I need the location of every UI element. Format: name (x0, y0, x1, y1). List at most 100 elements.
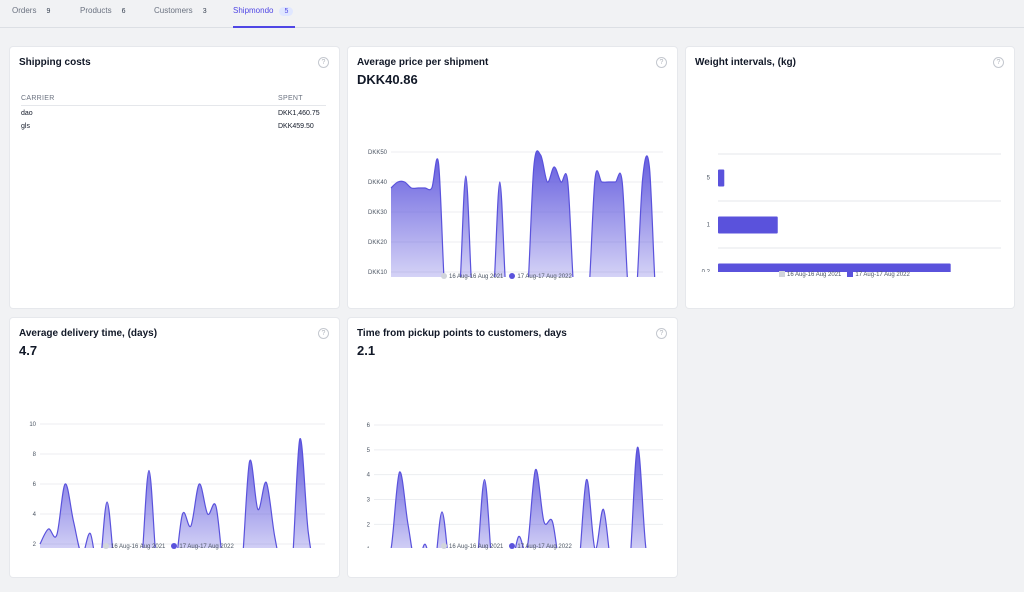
legend-label: 17 Aug-17 Aug 2022 (855, 271, 910, 278)
y-tick-label: DKK50 (368, 150, 388, 156)
bar[interactable] (718, 216, 778, 234)
y-tick-label: 4 (33, 512, 37, 518)
card-title: Average price per shipment (357, 57, 489, 68)
tab-label: Customers (154, 6, 193, 15)
column-header-carrier: CARRIER (21, 91, 278, 106)
avg-price-value: DKK40.86 (357, 72, 418, 87)
spent-cell: DKK1,460.75 (278, 110, 320, 117)
help-icon[interactable]: ? (993, 57, 1004, 68)
series-area (391, 447, 646, 548)
legend-marker (171, 543, 178, 549)
y-tick-label: 5 (367, 448, 371, 454)
y-tick-label: 6 (33, 482, 37, 488)
y-tick-label: 0.2 (702, 270, 711, 273)
weight-card: Weight intervals, (kg) ? 510.20918273645… (686, 47, 1014, 308)
weight-chart: 510.20918273645 (702, 153, 1001, 273)
carrier-cell: dao (21, 110, 33, 117)
carrier-table: CARRIER SPENT dao DKK1,460.75 gls DKK459… (21, 91, 326, 132)
legend-item-previous[interactable]: 16 Aug-16 Aug 2021 (103, 543, 166, 550)
delivery-card: Average delivery time, (days) ? 4.7 0246… (10, 318, 339, 577)
y-tick-label: DKK20 (368, 240, 388, 246)
tab-label: Orders (12, 6, 37, 15)
help-icon[interactable]: ? (656, 328, 667, 339)
pickup-value: 2.1 (357, 343, 376, 358)
bar[interactable] (718, 169, 725, 187)
y-tick-label: 2 (367, 522, 371, 528)
tab-products[interactable]: Products 6 (80, 0, 125, 26)
avg-price-chart: DKK0DKK10DKK20DKK30DKK40DKK50Sep '21Nov … (368, 150, 663, 277)
y-tick-label: 3 (367, 498, 371, 504)
card-title: Weight intervals, (kg) (695, 57, 796, 68)
chart-legend: 16 Aug-16 Aug 2021 17 Aug-17 Aug 2022 (441, 543, 578, 550)
y-tick-label: DKK40 (368, 180, 388, 186)
legend-label: 17 Aug-17 Aug 2022 (179, 543, 234, 550)
legend-marker (847, 271, 854, 277)
series-area (40, 438, 311, 548)
legend-label: 16 Aug-16 Aug 2021 (449, 543, 504, 550)
help-icon[interactable]: ? (318, 57, 329, 68)
card-title: Average delivery time, (days) (19, 328, 158, 339)
tab-label: Shipmondo (233, 6, 274, 15)
y-tick-label: 4 (367, 473, 371, 479)
help-icon[interactable]: ? (318, 328, 329, 339)
pickup-chart: 0123456Sep '21Nov '212022Mar '22May '22J… (367, 423, 663, 548)
legend-marker (103, 543, 109, 549)
column-header-spent: SPENT (278, 91, 326, 106)
y-tick-label: DKK10 (368, 270, 388, 276)
spent-cell: DKK459.50 (278, 123, 314, 130)
chart-legend: 16 Aug-16 Aug 2021 17 Aug-17 Aug 2022 (441, 273, 578, 280)
delivery-value: 4.7 (19, 343, 38, 358)
legend-item-previous[interactable]: 16 Aug-16 Aug 2021 (441, 273, 504, 280)
tab-orders[interactable]: Orders 9 (12, 0, 50, 26)
card-title: Shipping costs (19, 57, 91, 68)
legend-item-current[interactable]: 17 Aug-17 Aug 2022 (509, 543, 572, 550)
table-row: dao DKK1,460.75 (21, 106, 326, 120)
card-title: Time from pickup points to customers, da… (357, 328, 567, 339)
y-tick-label: DKK30 (368, 210, 388, 216)
legend-item-previous[interactable]: 16 Aug-16 Aug 2021 (441, 543, 504, 550)
legend-marker (779, 271, 785, 277)
y-tick-label: 1 (707, 223, 711, 229)
table-row: gls DKK459.50 (21, 119, 326, 132)
chart-legend: 16 Aug-16 Aug 2021 17 Aug-17 Aug 2022 (779, 271, 916, 278)
y-tick-label: 8 (33, 452, 37, 458)
legend-label: 16 Aug-16 Aug 2021 (111, 543, 166, 550)
tab-count: 9 (46, 8, 51, 15)
tab-count: 5 (279, 7, 294, 16)
y-tick-label: 10 (29, 422, 36, 428)
legend-label: 16 Aug-16 Aug 2021 (787, 271, 842, 278)
y-tick-label: 1 (367, 547, 371, 548)
legend-marker (441, 543, 447, 549)
bar[interactable] (718, 263, 951, 273)
legend-label: 17 Aug-17 Aug 2022 (517, 273, 572, 280)
tab-customers[interactable]: Customers 3 (154, 0, 207, 26)
series-line[interactable] (390, 150, 663, 277)
tab-count: 6 (121, 8, 126, 15)
series-line[interactable] (374, 446, 663, 548)
legend-marker (509, 543, 516, 549)
help-icon[interactable]: ? (656, 57, 667, 68)
legend-marker (441, 273, 447, 279)
shipping-costs-card: Shipping costs ? CARRIER SPENT dao DKK1,… (10, 47, 339, 308)
tab-shipmondo[interactable]: Shipmondo 5 (233, 0, 296, 28)
tab-bar: Orders 9 Products 6 Customers 3 Shipmondo 5 (0, 0, 1024, 28)
chart-legend: 16 Aug-16 Aug 2021 17 Aug-17 Aug 2022 (103, 543, 240, 550)
avg-price-card: Average price per shipment ? DKK40.86 DK… (348, 47, 677, 308)
legend-label: 16 Aug-16 Aug 2021 (449, 273, 504, 280)
carrier-cell: gls (21, 123, 30, 130)
legend-marker (509, 273, 516, 279)
legend-item-current[interactable]: 17 Aug-17 Aug 2022 (847, 271, 910, 278)
tab-count: 3 (202, 8, 207, 15)
y-tick-label: 6 (367, 423, 371, 429)
legend-item-previous[interactable]: 16 Aug-16 Aug 2021 (779, 271, 842, 278)
legend-item-current[interactable]: 17 Aug-17 Aug 2022 (171, 543, 234, 550)
pickup-card: Time from pickup points to customers, da… (348, 318, 677, 577)
y-tick-label: 2 (33, 542, 37, 548)
legend-item-current[interactable]: 17 Aug-17 Aug 2022 (509, 273, 572, 280)
series-line[interactable] (39, 438, 325, 548)
delivery-chart: 0246810Sep '21Nov '212022Mar '22May '22J… (29, 422, 325, 548)
series-area (391, 150, 655, 277)
y-tick-label: 5 (707, 176, 711, 182)
tab-label: Products (80, 6, 112, 15)
legend-label: 17 Aug-17 Aug 2022 (517, 543, 572, 550)
